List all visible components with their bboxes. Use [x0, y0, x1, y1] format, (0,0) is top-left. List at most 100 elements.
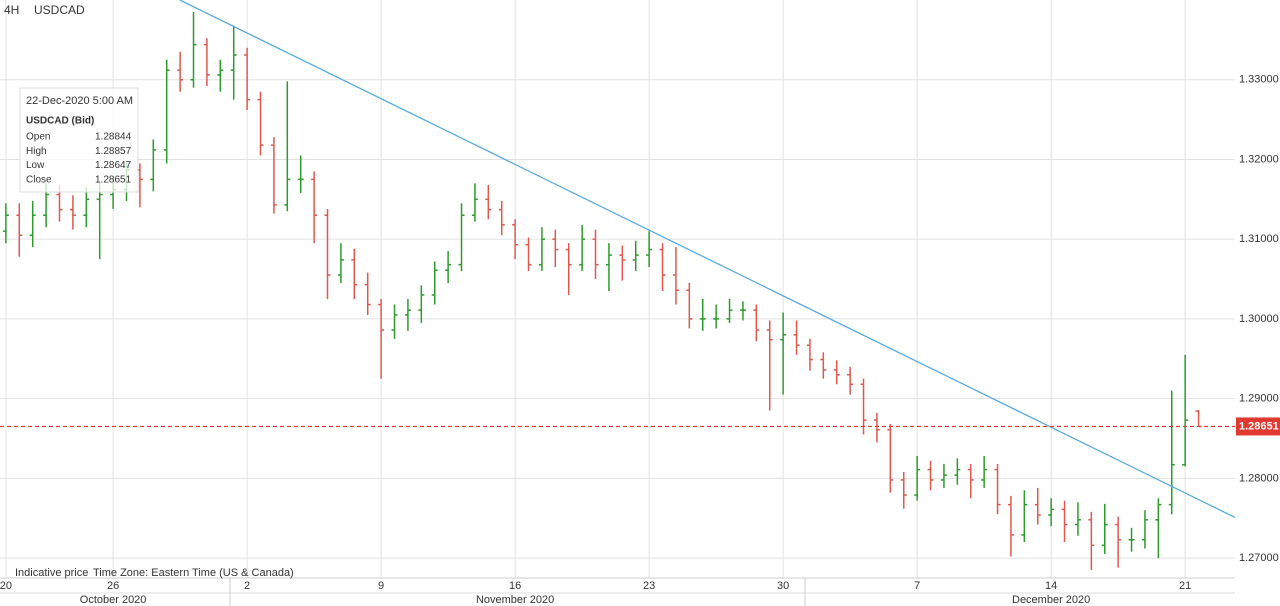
ohlc-bar — [565, 243, 572, 295]
ohlc-bar — [525, 237, 532, 272]
y-tick-label: 1.33000 — [1239, 74, 1279, 86]
ohlc-bar — [297, 155, 304, 193]
tooltip-value: 1.28844 — [95, 132, 132, 143]
ohlc-bar — [244, 47, 251, 111]
x-tick-label: 23 — [643, 580, 655, 592]
ohlc-bar — [847, 366, 854, 395]
ohlc-bar — [1182, 354, 1189, 467]
ohlc-bar — [498, 200, 505, 236]
x-tick-label: 26 — [107, 580, 119, 592]
ohlc-bar — [699, 298, 706, 331]
ohlc-bar — [940, 463, 947, 488]
tooltip-label: Close — [26, 175, 52, 186]
month-label: October 2020 — [80, 594, 147, 606]
ohlc-bar — [1155, 498, 1162, 559]
tooltip-title: USDCAD (Bid) — [26, 116, 94, 127]
ohlc-bar — [967, 463, 974, 499]
ohlc-bar — [83, 187, 90, 228]
ohlc-bar — [726, 298, 733, 323]
trendline — [179, 0, 1236, 518]
ohlc-bar — [820, 352, 827, 379]
tooltip-label: Open — [26, 132, 50, 143]
ohlc-bar — [471, 183, 478, 222]
ohlc-bar — [431, 261, 438, 305]
ohlc-bar — [230, 25, 237, 100]
x-tick-label: 30 — [777, 580, 789, 592]
ohlc-bar — [418, 285, 425, 323]
last-price-tag — [1236, 417, 1280, 436]
ohlc-bar — [1061, 500, 1068, 543]
x-tick-label: 20 — [0, 580, 12, 592]
tooltip-value: 1.28647 — [95, 160, 132, 171]
tooltip-rows: Open 1.28844 High 1.28857 Low 1.28647 Close 1.2… — [26, 132, 132, 186]
ohlc-bar — [16, 203, 23, 257]
x-tick-label: 21 — [1179, 580, 1191, 592]
ohlc-bar — [324, 208, 331, 299]
ohlc-bar — [646, 231, 653, 268]
symbol: USDCAD — [34, 3, 85, 17]
ohlc-bar — [29, 200, 36, 248]
y-tick-label: 1.32000 — [1239, 153, 1279, 165]
ohlc-bar — [672, 247, 679, 305]
ohlc-bar — [512, 219, 519, 260]
ohlc-bar — [927, 460, 934, 491]
x-tick-label: 16 — [509, 580, 521, 592]
tooltip-value: 1.28651 — [95, 175, 132, 186]
ohlc-bar — [860, 378, 867, 435]
ohlc-bar — [739, 301, 746, 321]
ohlc-bar — [605, 243, 612, 291]
ohlc-bar — [887, 424, 894, 493]
x-tick-label: 9 — [378, 580, 384, 592]
tooltip-box — [19, 87, 139, 193]
ohlc-bar — [270, 137, 277, 214]
tooltip-date: 22-Dec-2020 5:00 AM — [26, 95, 133, 107]
ohlc-bar — [458, 203, 465, 272]
ohlc-bar — [177, 51, 184, 92]
ohlc-bar — [217, 59, 224, 92]
ohlc-bar — [1168, 390, 1175, 515]
tooltip-label: Low — [26, 160, 45, 171]
ohlc-bar — [793, 320, 800, 355]
bars — [2, 11, 1202, 571]
ohlc-bar — [257, 91, 264, 156]
ohlc-bar — [592, 229, 599, 280]
ohlc-bar — [311, 171, 318, 244]
ohlc-bar — [1034, 487, 1041, 525]
tooltip-label: High — [26, 146, 47, 157]
ohlc-bar — [485, 184, 492, 220]
ohlc-bar — [753, 304, 760, 342]
ohlc-bar — [686, 283, 693, 329]
ohlc-bar — [766, 320, 773, 411]
ohlc-bar — [150, 139, 157, 192]
ohlc-bar — [713, 304, 720, 329]
ohlc-bar — [203, 38, 210, 87]
ohlc-bar — [538, 227, 545, 272]
ohlc-bar — [833, 360, 840, 385]
tooltip-value: 1.28857 — [95, 146, 132, 157]
ohlc-bar — [391, 304, 398, 339]
ohlc-bar — [659, 243, 666, 291]
x-tick-label: 2 — [244, 580, 250, 592]
ohlc-bar — [1115, 516, 1122, 568]
ohlc-bar — [2, 203, 9, 244]
ohlc-bar — [900, 471, 907, 509]
y-tick-label: 1.28000 — [1239, 472, 1279, 484]
month-label: November 2020 — [476, 594, 554, 606]
ohlc-bar — [981, 456, 988, 488]
ohlc-bar — [1141, 510, 1148, 549]
ohlc-bar — [351, 248, 358, 299]
ohlc-bar — [1128, 527, 1135, 552]
y-tick-label: 1.31000 — [1239, 233, 1279, 245]
ohlc-bar — [69, 195, 76, 230]
ohlc-bar — [954, 458, 961, 485]
ohlc-bar — [404, 298, 411, 331]
ohlc-bar — [1021, 490, 1028, 543]
ohlc-bar — [378, 298, 385, 379]
last-price-label: 1.28651 — [1239, 420, 1279, 432]
ohlc-bar — [163, 59, 170, 164]
ohlc-bar — [632, 240, 639, 272]
